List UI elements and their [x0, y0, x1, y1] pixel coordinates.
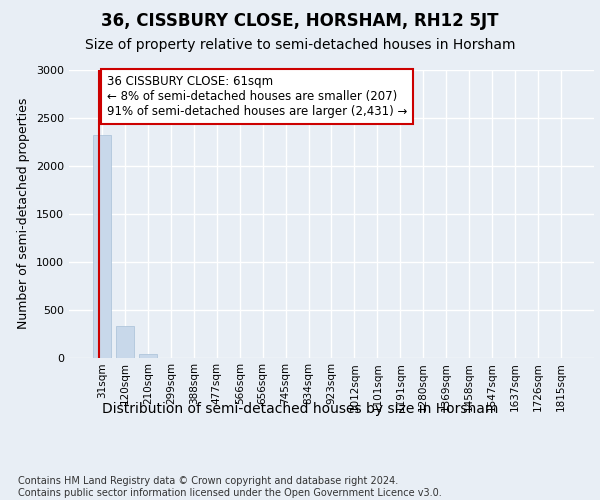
Bar: [93, 135, 111, 358]
Text: 36 CISSBURY CLOSE: 61sqm
← 8% of semi-detached houses are smaller (207)
91% of s: 36 CISSBURY CLOSE: 61sqm ← 8% of semi-de…: [107, 75, 407, 118]
Text: 36, CISSBURY CLOSE, HORSHAM, RH12 5JT: 36, CISSBURY CLOSE, HORSHAM, RH12 5JT: [101, 12, 499, 30]
Text: Size of property relative to semi-detached houses in Horsham: Size of property relative to semi-detach…: [85, 38, 515, 52]
Bar: [139, 354, 157, 358]
Bar: [116, 326, 134, 358]
Y-axis label: Number of semi-detached properties: Number of semi-detached properties: [17, 98, 31, 330]
Text: Contains HM Land Registry data © Crown copyright and database right 2024.
Contai: Contains HM Land Registry data © Crown c…: [18, 476, 442, 498]
Text: Distribution of semi-detached houses by size in Horsham: Distribution of semi-detached houses by …: [102, 402, 498, 416]
